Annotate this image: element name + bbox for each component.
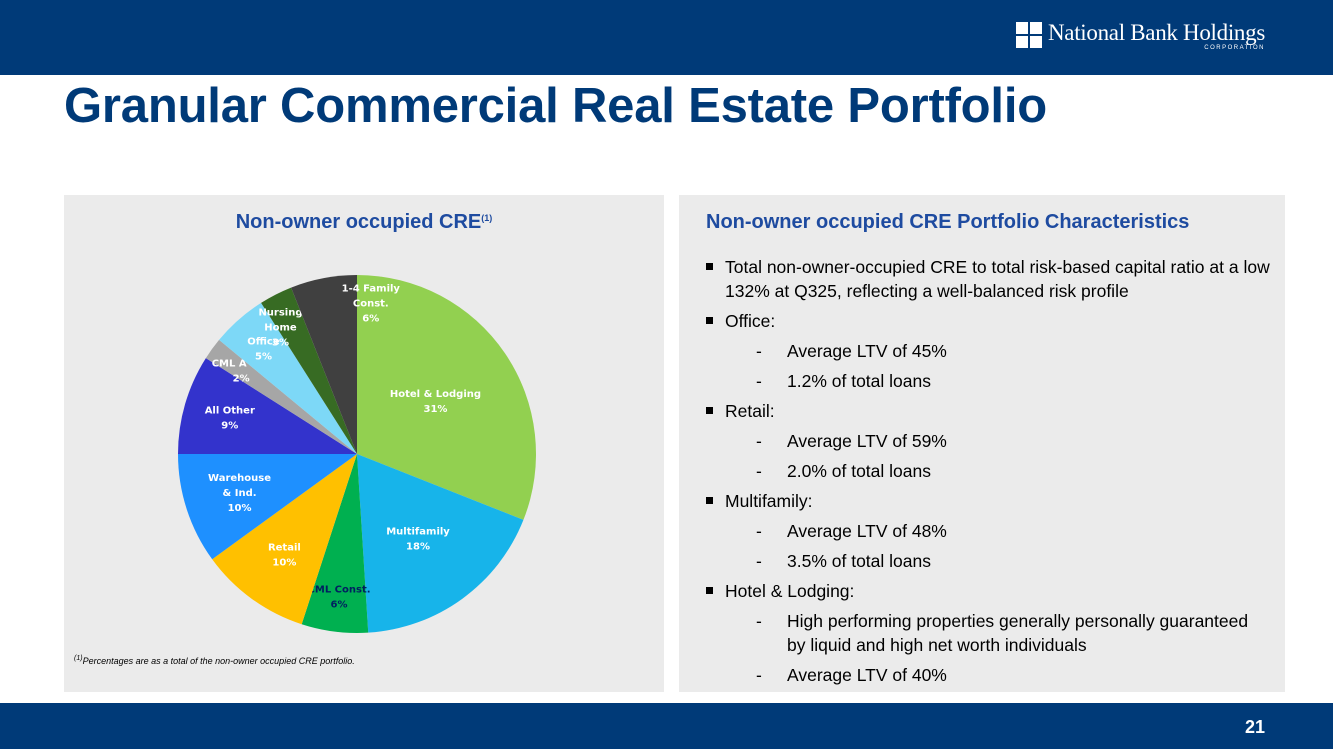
sub-bullet-retail-ltv: Average LTV of 59% [706, 426, 1271, 456]
bullet-capital-ratio: Total non-owner-occupied CRE to total ri… [706, 255, 1271, 303]
footnote-marker: (1) [74, 655, 83, 662]
pie-slice-cml-a-d [205, 339, 357, 454]
bullet-multifamily: Multifamily: [706, 486, 1271, 516]
pie-label-all-other: All Other 9% [205, 406, 255, 432]
pie-slice-retail [212, 454, 357, 625]
logo-name: National Bank Holdings [1048, 20, 1265, 45]
logo-squares-icon [1016, 22, 1042, 48]
pie-chart-panel: Hotel & Lodging 31% Multifamily 18% CML Cons… [64, 195, 664, 692]
bullet-office: Office: [706, 306, 1271, 336]
logo-subtitle: CORPORATION [1204, 45, 1265, 51]
pie-label-hotel-lodging: Hotel & Lodging 31% [390, 389, 481, 415]
chart-footnote: (1)Percentages are as a total of the non… [74, 655, 355, 666]
bullet-retail: Retail: [706, 396, 1271, 426]
pie-label-office: Office 5% [247, 336, 280, 362]
sub-bullet-retail-loans: 2.0% of total loans [706, 456, 1271, 486]
header-bar: National Bank Holdings CORPORATION [0, 0, 1333, 75]
pie-slice-warehouse-ind [178, 454, 357, 560]
page-number: 21 [1244, 717, 1265, 737]
chart-title-footnote-marker: (1) [481, 213, 493, 223]
pie-label-1-4-family-const: 1-4 Family Const. 6% [342, 283, 401, 324]
pie-label-nursing-home: Nursing Home 3% [258, 308, 302, 349]
pie-slice-office [219, 302, 357, 454]
pie-label-cml-a-d: CML A & D 2% [212, 358, 271, 384]
characteristics-panel: Non-owner occupied CRE Portfolio Charact… [679, 195, 1285, 692]
pie-label-retail: Retail 10% [268, 542, 301, 568]
footer-bar: 21 [0, 703, 1333, 749]
chart-title-text: Non-owner occupied CRE [235, 211, 482, 233]
pie-slice-nursing-home [261, 287, 357, 454]
characteristics-list: Total non-owner-occupied CRE to total ri… [706, 255, 1271, 690]
page-title: Granular Commercial Real Estate Portfoli… [64, 79, 1047, 133]
pie-slice-multifamily [357, 454, 524, 633]
sub-bullet-hotel-guarantee: High performing properties generally per… [706, 609, 1271, 657]
sub-bullet-office-ltv: Average LTV of 45% [706, 336, 1271, 366]
chart-title: Non-owner occupied CRE(1) [64, 211, 664, 234]
pie-slice-hotel-lodging [357, 275, 536, 520]
sub-bullet-multifamily-ltv: Average LTV of 48% [706, 516, 1271, 546]
pie-slice-all-other [178, 358, 357, 454]
sub-bullet-hotel-ltv: Average LTV of 40% [706, 660, 1271, 690]
sub-bullet-office-loans: 1.2% of total loans [706, 366, 1271, 396]
pie-slice-1-4-family-const [291, 275, 357, 454]
pie-label-multifamily: Multifamily 18% [386, 526, 450, 552]
pie-slice-cml-const [301, 454, 369, 633]
footnote-text: Percentages are as a total of the non-ow… [82, 656, 355, 666]
pie-label-cml-const: CML Const. 6% [308, 585, 371, 611]
bullet-hotel-lodging: Hotel & Lodging: [706, 576, 1271, 606]
characteristics-title: Non-owner occupied CRE Portfolio Charact… [706, 211, 1190, 233]
pie-chart: Hotel & Lodging 31% Multifamily 18% CML Cons… [178, 275, 536, 633]
company-logo: National Bank Holdings CORPORATION [1016, 20, 1265, 51]
sub-bullet-multifamily-loans: 3.5% of total loans [706, 546, 1271, 576]
pie-label-warehouse-ind: Warehouse & Ind. 10% [208, 473, 271, 514]
